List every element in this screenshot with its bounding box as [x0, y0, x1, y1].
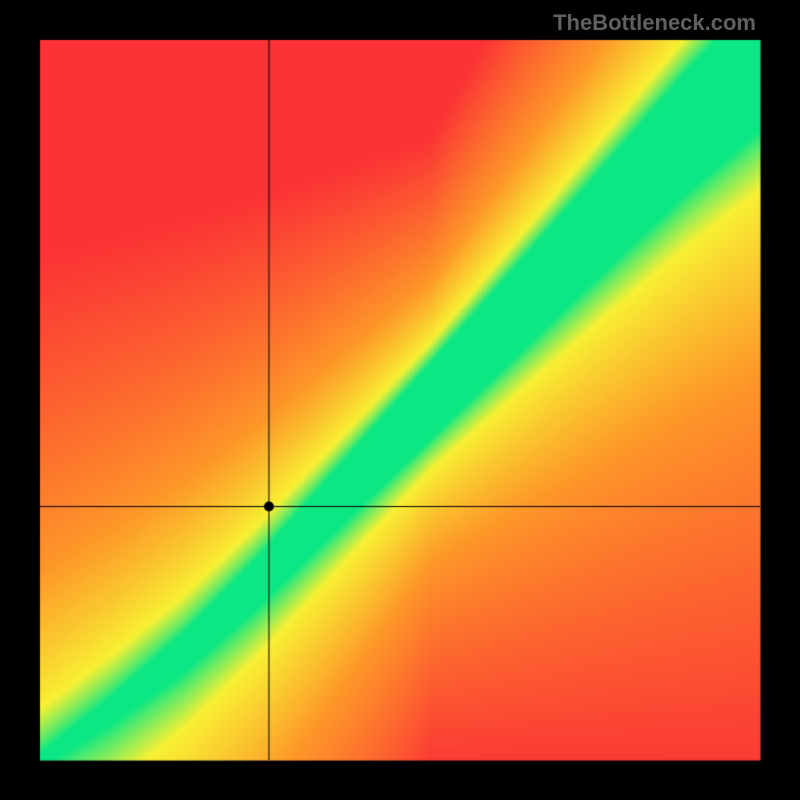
- bottleneck-heatmap: [0, 0, 800, 800]
- watermark-text: TheBottleneck.com: [553, 10, 756, 36]
